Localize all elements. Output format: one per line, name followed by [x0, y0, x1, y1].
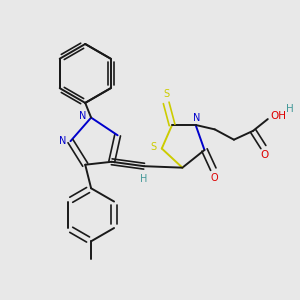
Text: N: N	[79, 111, 87, 121]
Text: N: N	[58, 136, 66, 146]
Text: S: S	[150, 142, 156, 152]
Text: O: O	[261, 150, 269, 160]
Text: OH: OH	[270, 111, 286, 121]
Text: O: O	[211, 173, 219, 183]
Text: N: N	[194, 112, 201, 123]
Text: S: S	[163, 89, 169, 99]
Text: H: H	[140, 174, 148, 184]
Text: H: H	[286, 104, 294, 114]
